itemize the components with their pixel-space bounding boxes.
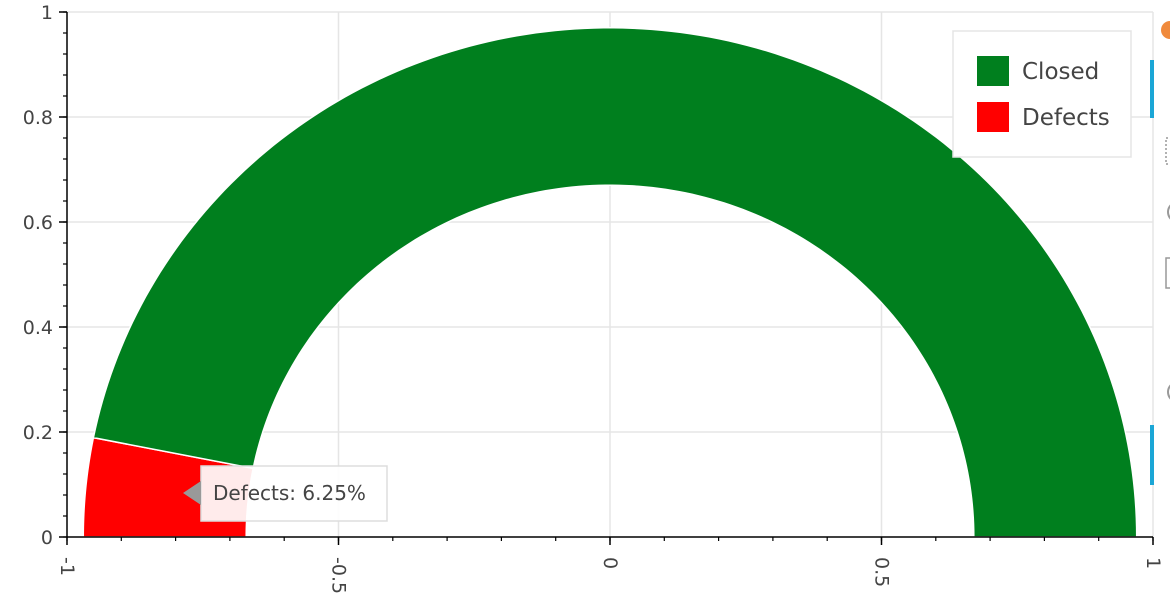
box-zoom-icon[interactable] xyxy=(1165,137,1170,165)
toolbar-edge[interactable] xyxy=(1150,21,1170,485)
axes: 0 0.2 0.4 0.6 0.8 1 -1 -0.5 0 0.5 1 xyxy=(23,2,1164,594)
x-tick-label: 0 xyxy=(599,557,621,569)
legend-swatch-defects xyxy=(977,102,1009,132)
tooltip-label: Defects: 6.25% xyxy=(213,481,366,505)
x-tick-label: 1 xyxy=(1142,557,1164,569)
y-tick-label: 1 xyxy=(41,2,53,24)
y-tick-label: 0 xyxy=(41,527,53,549)
x-tick-label: -0.5 xyxy=(328,557,350,594)
y-tick-label: 0.4 xyxy=(23,317,53,339)
tooltip-pointer-icon xyxy=(183,481,201,505)
logo-icon[interactable] xyxy=(1161,21,1170,39)
legend-label-defects: Defects xyxy=(1022,105,1110,131)
tooltip: Defects: 6.25% xyxy=(183,465,388,522)
legend: Closed Defects xyxy=(952,30,1132,158)
y-tick-label: 0.8 xyxy=(23,107,53,129)
wheel-zoom-icon[interactable] xyxy=(1167,202,1170,222)
y-tick-label: 0.2 xyxy=(23,422,53,444)
legend-label-closed: Closed xyxy=(1022,59,1099,85)
save-icon[interactable] xyxy=(1165,257,1170,289)
reset-icon[interactable] xyxy=(1167,382,1170,402)
x-tick-label: 0.5 xyxy=(871,557,893,587)
legend-swatch-closed xyxy=(977,56,1009,86)
legend-box xyxy=(952,30,1132,158)
y-tick-label: 0.6 xyxy=(23,212,53,234)
x-tick-label: -1 xyxy=(56,557,78,576)
